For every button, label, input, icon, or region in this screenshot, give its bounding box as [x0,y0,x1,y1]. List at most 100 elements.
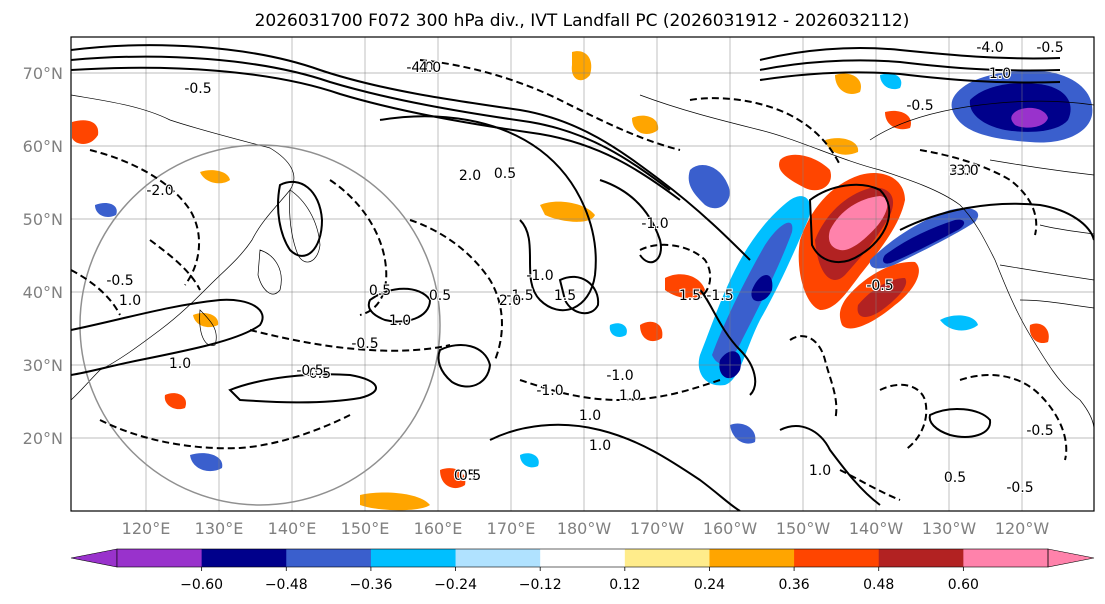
negative-shading [1011,107,1048,128]
positive-shading [779,154,831,191]
contour-label: 0.5 [459,468,481,484]
contour-label: -0.5 [1026,423,1053,439]
negative-shading [688,165,730,209]
positive-shading [632,115,659,134]
lon-label: 150°W [776,519,831,538]
colorbar-tick-label: −0.12 [519,577,562,593]
lon-label: 140°E [268,519,317,538]
negative-shading [940,315,978,331]
contour-label: 2.0 [499,293,521,309]
lon-label: 160°E [414,519,463,538]
lon-label: 130°E [195,519,244,538]
colorbar-tick-label: 0.60 [948,577,979,593]
contour-label: -0.5 [906,98,933,114]
contour-label: 1.0 [809,463,831,479]
positive-shading [200,170,230,184]
lon-axis: 120°E 130°E 140°E 150°E 160°E 170°E 180°… [122,519,1050,538]
contour-label: 1.0 [589,438,611,454]
contour-label: 1.0 [119,293,141,309]
colorbar-segment [201,549,287,567]
negative-shading [95,203,117,217]
lon-label: 140°W [849,519,904,538]
lat-label: 30°N [23,356,63,375]
colorbar-segment [540,549,626,567]
contour-label: 0.5 [944,470,966,486]
positive-shading [540,201,595,222]
contour-label: 1.0 [389,313,411,329]
negative-shading [520,453,539,468]
colorbar-tick-label: 0.12 [609,577,640,593]
contour-label: 1.0 [989,66,1011,82]
lon-label: 160°W [703,519,758,538]
colorbar-segment [963,549,1049,567]
colorbar-tick-label: 0.48 [863,577,894,593]
colorbar-segment [878,549,964,567]
contour-label: 0.5 [309,366,331,382]
contour-label: -0.5 [296,363,323,379]
contour-lines [71,44,1094,511]
negative-shading [730,423,756,444]
lon-label: 170°E [487,519,536,538]
contour-label: 4.0 [419,60,441,76]
lon-label: 120°E [122,519,171,538]
lon-label: 170°W [630,519,685,538]
colorbar-tick-label: −0.24 [434,577,477,593]
positive-shading [1029,323,1049,344]
negative-shading [880,73,902,90]
contour-label: 2.0 [459,168,481,184]
positive-shading [72,120,99,144]
lon-label: 120°W [995,519,1050,538]
lon-label: 130°W [922,519,977,538]
colorbar-tick-label: 0.24 [694,577,725,593]
positive-shading [857,278,907,317]
lon-label: 180°W [557,519,612,538]
contour-label: -3.0 [951,163,978,179]
contour-label: 0.5 [494,166,516,182]
lat-label: 50°N [23,210,63,229]
contour-label: -0.5 [351,336,378,352]
contour-label: 1.0 [169,356,191,372]
colorbar-segment [455,549,541,567]
negative-shading [751,275,773,302]
lat-label: 40°N [23,283,63,302]
colorbar-segment [117,549,203,567]
positive-shading [440,468,466,489]
contour-label: 1.5 [554,288,576,304]
map-title: 2026031700 F072 300 hPa div., IVT Landfa… [255,11,910,31]
colorbar-tick-label: 0.36 [779,577,810,593]
map-area [71,37,1094,511]
colorbar-tick-label: −0.48 [265,577,308,593]
positive-shading [828,196,888,251]
colorbar-segment [370,549,457,567]
negative-shading [609,323,627,337]
colorbar-tick-label: −0.60 [180,577,223,593]
contour-label: 1.5 [679,288,701,304]
contour-label: 1.0 [619,388,641,404]
colorbar-arrow-right [1047,548,1095,568]
colorbar-segment [286,549,372,567]
contour-label: 1.0 [579,408,601,424]
colorbar-segment [709,549,795,567]
map-background [71,37,1094,511]
contour-label: -0.5 [1006,480,1033,496]
contour-label: 0.5 [429,288,451,304]
positive-shading [164,393,186,410]
lon-label: 150°E [341,519,390,538]
negative-shading [882,219,965,264]
lat-label: 20°N [23,429,63,448]
colorbar-segment [624,549,710,567]
colorbar-tick-label: −0.36 [349,577,392,593]
contour-label: -1.0 [641,216,668,232]
contour-label: -1.5 [506,288,533,304]
colorbar-arrow-left [70,548,118,568]
contour-label: 3.0 [949,163,971,179]
contour-label: 0.5 [454,468,476,484]
map-frame [70,36,1095,512]
contour-label: -1.5 [706,288,733,304]
positive-shading [885,110,911,130]
colorbar-ticks: −0.60 −0.48 −0.36 −0.24 −0.12 0.12 0.24 0.36 0.4… [180,567,979,593]
colorbar-outline [116,548,1049,568]
contour-label: -4.0 [976,40,1003,56]
contour-label: -0.5 [866,278,893,294]
